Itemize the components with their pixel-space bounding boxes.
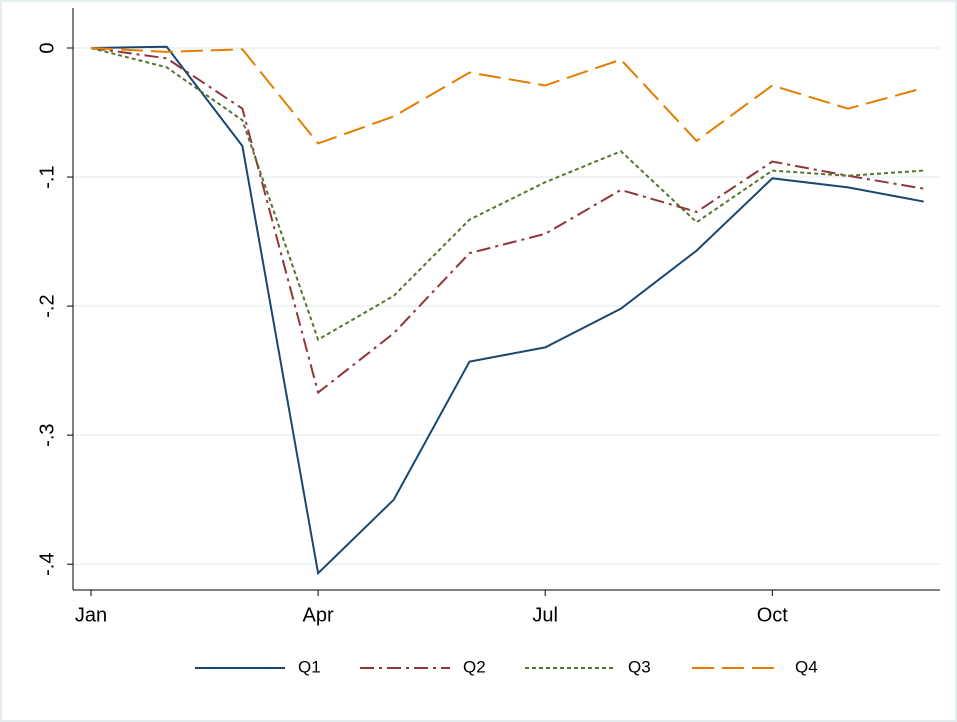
legend-label: Q3 — [628, 657, 651, 676]
legend-label: Q1 — [298, 657, 321, 676]
x-tick-label: Jul — [532, 604, 558, 626]
series-line — [90, 47, 924, 342]
series-line — [90, 47, 924, 395]
y-tick-label: -.4 — [36, 553, 58, 576]
y-tick-label: -.1 — [36, 165, 58, 188]
x-tick-label: Apr — [303, 604, 334, 626]
y-tick-label: 0 — [36, 42, 58, 53]
y-tick-label: -.2 — [36, 294, 58, 317]
legend-label: Q2 — [463, 657, 486, 676]
series-line — [90, 45, 924, 576]
x-tick-label: Oct — [757, 604, 789, 626]
legend-label: Q4 — [795, 657, 818, 676]
x-tick-label: Jan — [75, 604, 107, 626]
y-tick-label: -.3 — [36, 423, 58, 446]
series-line — [90, 47, 924, 145]
